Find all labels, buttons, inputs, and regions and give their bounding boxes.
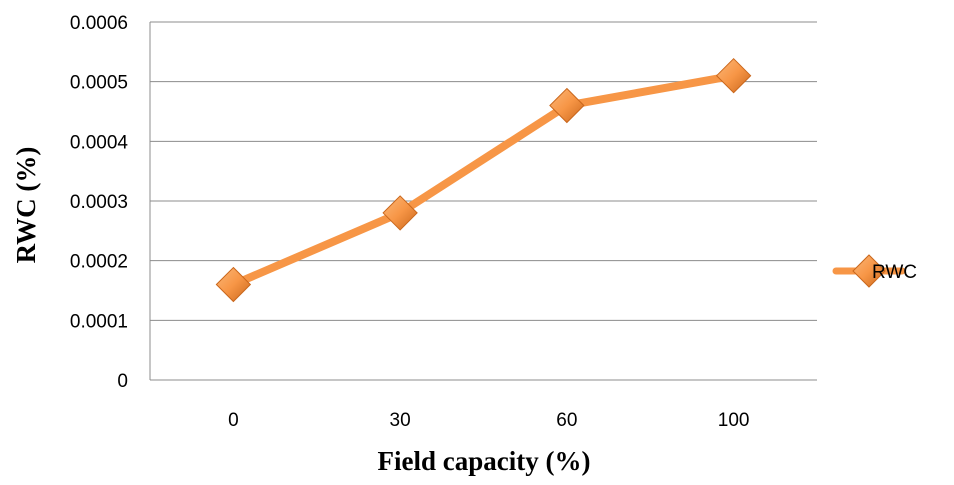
data-point xyxy=(382,195,418,231)
legend-marker xyxy=(852,254,886,288)
data-markers xyxy=(215,57,752,303)
data-point xyxy=(215,266,252,303)
y-axis-title: RWC (%) xyxy=(11,147,41,264)
data-point xyxy=(715,57,752,94)
x-tick-label: 100 xyxy=(718,410,750,431)
legend: RWC xyxy=(832,254,917,288)
y-tick-labels: 0 0.0001 0.0002 0.0003 0.0004 0.0005 0.0006 xyxy=(70,13,129,392)
x-tick-label: 30 xyxy=(390,410,411,431)
y-tick-label: 0.0002 xyxy=(70,252,128,273)
x-tick-labels: 0 30 60 100 xyxy=(228,410,749,431)
y-tick-label: 0.0005 xyxy=(70,73,128,94)
x-tick-label: 60 xyxy=(556,410,577,431)
y-tick-label: 0.0003 xyxy=(70,192,128,213)
gridlines xyxy=(150,21,817,321)
y-tick-label: 0 xyxy=(117,371,128,392)
y-tick-label: 0.0001 xyxy=(70,311,128,332)
x-axis-title: Field capacity (%) xyxy=(378,446,591,476)
y-tick-label: 0.0006 xyxy=(70,13,128,34)
axes xyxy=(149,22,817,381)
y-tick-label: 0.0004 xyxy=(70,132,129,153)
legend-label: RWC xyxy=(872,262,917,283)
series-lines xyxy=(229,71,738,289)
series-line xyxy=(229,71,738,289)
data-point xyxy=(549,87,585,124)
x-tick-label: 0 xyxy=(228,410,239,431)
